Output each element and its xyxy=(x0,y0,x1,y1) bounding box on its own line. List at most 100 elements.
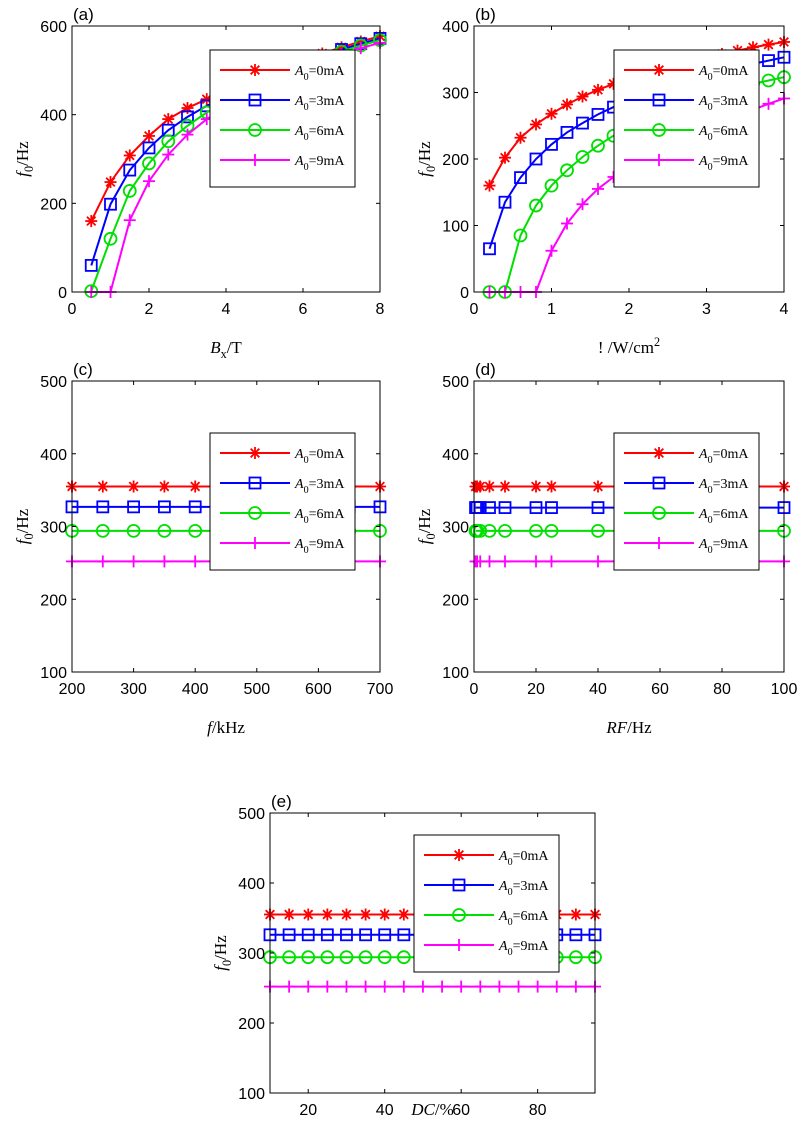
legend: A0=0mA A0=3mA A0=6mA A0=9mA xyxy=(209,432,356,571)
x-tick-label: 60 xyxy=(651,681,669,698)
data-point xyxy=(320,950,335,965)
data-point xyxy=(529,152,543,166)
data-point xyxy=(126,523,141,538)
y-tick-label: 200 xyxy=(40,592,67,609)
data-point xyxy=(321,908,334,921)
x-axis-label: f/kHz xyxy=(207,718,245,737)
data-point xyxy=(473,501,487,514)
series-A0=9mA xyxy=(264,980,601,993)
x-tick-label: 20 xyxy=(527,681,545,698)
x-tick-label: 40 xyxy=(376,1102,394,1119)
x-tick-label: 300 xyxy=(120,681,147,698)
data-point xyxy=(359,908,372,921)
panel-label: (a) xyxy=(73,5,94,24)
data-point xyxy=(483,501,496,514)
panel-label: (b) xyxy=(475,5,496,24)
legend-label: A0=6mA xyxy=(294,507,345,526)
legend-marker xyxy=(653,537,665,549)
legend-marker xyxy=(248,123,262,137)
data-point xyxy=(545,501,558,514)
data-point xyxy=(550,980,563,993)
legend-box xyxy=(613,432,760,571)
x-tick-label: 1 xyxy=(547,301,556,318)
legend-box xyxy=(209,432,356,571)
data-point xyxy=(283,980,296,993)
x-tick-label: 8 xyxy=(376,301,385,318)
data-point xyxy=(378,980,391,993)
data-point xyxy=(474,480,487,493)
data-point xyxy=(545,244,558,257)
legend: A0=0mA A0=3mA A0=6mA A0=9mA xyxy=(613,432,760,571)
data-point xyxy=(498,195,512,209)
data-point xyxy=(455,980,468,993)
data-point xyxy=(544,178,559,193)
legend-marker xyxy=(653,64,665,76)
data-point xyxy=(530,480,542,493)
data-point xyxy=(561,217,573,230)
data-point xyxy=(499,480,511,493)
data-point xyxy=(158,555,171,568)
legend-label: A0=9mA xyxy=(294,537,345,556)
chart-panel-1: 0 2 4 6 80200400600(a)Bx/Tf0/HzA0=0mAA0=3mAA… xyxy=(13,5,387,361)
data-point xyxy=(378,908,391,921)
data-point xyxy=(544,523,559,538)
legend-label: A0=0mA xyxy=(294,64,345,83)
legend-marker xyxy=(249,154,261,166)
data-point xyxy=(188,523,203,538)
chart-panel-4: 0 20 40 60 80 100 100 200 300 400 500 (d) RF/Hz f0/Hz… xyxy=(415,360,797,737)
data-point xyxy=(127,555,140,568)
data-point xyxy=(592,182,604,195)
x-tick-label: 2 xyxy=(145,301,154,318)
x-tick-label: 200 xyxy=(59,681,86,698)
data-point xyxy=(142,141,156,155)
data-point xyxy=(591,523,605,538)
data-point xyxy=(512,980,525,993)
legend-label: A0=0mA xyxy=(698,447,749,466)
data-point xyxy=(103,231,118,246)
data-point xyxy=(575,150,590,164)
x-tick-label: 20 xyxy=(299,1102,317,1119)
y-tick-label: 200 xyxy=(442,592,469,609)
data-point xyxy=(301,950,316,965)
data-point xyxy=(142,156,156,171)
legend-label: A0=6mA xyxy=(294,124,345,143)
data-point xyxy=(354,42,367,55)
legend-box xyxy=(613,49,760,188)
data-point xyxy=(498,523,512,538)
y-tick-label: 200 xyxy=(238,1016,265,1033)
data-point xyxy=(591,501,605,514)
y-tick-label: 100 xyxy=(442,219,469,236)
data-point xyxy=(283,908,296,921)
data-point xyxy=(592,83,604,96)
x-tick-label: 4 xyxy=(222,301,231,318)
data-point xyxy=(545,480,558,493)
legend-marker xyxy=(653,154,665,166)
data-point xyxy=(529,501,543,514)
x-tick-label: 600 xyxy=(305,681,332,698)
data-point xyxy=(483,179,496,192)
data-point xyxy=(320,928,334,942)
chart-panel-2: 0 1 2 3 4 0 100 200 300 400 (b) ! /W/cm2 f0/Hz A0=0mA… xyxy=(415,5,791,357)
y-tick-label: 400 xyxy=(40,108,67,125)
x-tick-label: 4 xyxy=(780,301,789,318)
data-point xyxy=(576,198,589,211)
legend-label: A0=3mA xyxy=(698,477,749,496)
data-point xyxy=(545,107,558,120)
y-tick-label: 100 xyxy=(442,665,469,682)
data-point xyxy=(397,980,410,993)
data-point xyxy=(359,928,372,942)
y-tick-label: 300 xyxy=(238,946,265,963)
data-point xyxy=(84,258,98,272)
y-tick-label: 400 xyxy=(442,447,469,464)
data-point xyxy=(340,980,353,993)
y-tick-label: 100 xyxy=(238,1086,265,1103)
legend-marker xyxy=(453,939,465,951)
data-point xyxy=(576,116,589,130)
legend-marker xyxy=(652,506,666,520)
data-point xyxy=(189,480,202,493)
data-point xyxy=(157,523,172,538)
data-point xyxy=(576,90,589,103)
data-point xyxy=(514,131,527,144)
x-tick-label: 60 xyxy=(452,1102,470,1119)
